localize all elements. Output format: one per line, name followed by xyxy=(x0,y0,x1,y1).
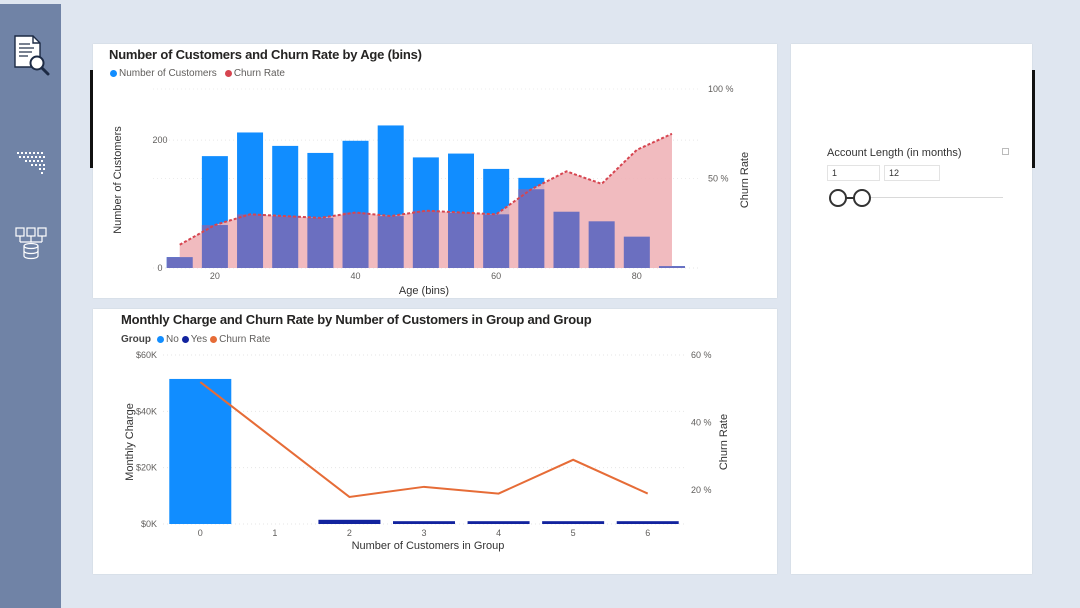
x-tick-label: 80 xyxy=(632,271,642,281)
legend-item-no[interactable]: No xyxy=(157,334,179,345)
group-yes-bar xyxy=(542,521,605,524)
x-axis-label: Number of Customers in Group xyxy=(352,540,505,552)
legend-item-churn-rate[interactable]: Churn Rate xyxy=(210,334,270,345)
overlap-bar xyxy=(448,212,475,268)
slicer-options-icon[interactable] xyxy=(1002,148,1009,155)
group-chart-title: Monthly Charge and Churn Rate by Number … xyxy=(121,312,592,327)
y2-axis-label: Churn Rate xyxy=(739,152,751,208)
overlap-bar xyxy=(377,216,404,268)
document-search-icon[interactable] xyxy=(0,32,61,76)
overlap-bar xyxy=(588,221,615,268)
y2-tick-label: 60 % xyxy=(691,350,712,360)
legend-title: Group xyxy=(121,334,151,345)
legend-item-yes[interactable]: Yes xyxy=(181,334,208,345)
slicer-card: Account Length (in months) 1 12 xyxy=(791,44,1032,574)
x-tick-label: 60 xyxy=(491,271,501,281)
age-chart-title: Number of Customers and Churn Rate by Ag… xyxy=(109,47,422,62)
group-chart-card: Monthly Charge and Churn Rate by Number … xyxy=(93,309,777,574)
overlap-bar xyxy=(553,211,580,268)
x-tick-label: 1 xyxy=(272,528,277,538)
slicer-selected-range xyxy=(845,197,855,199)
overlap-bar xyxy=(483,214,510,268)
age-chart-svg: 20 40 60 80 0 200 50 % 100 % Age (bins) Number of… xyxy=(112,84,751,297)
slicer-title: Account Length (in months) xyxy=(827,147,962,159)
y-axis-label: Number of Customers xyxy=(112,126,124,234)
overlap-bar xyxy=(166,257,193,268)
churn-rate-area xyxy=(179,133,672,268)
overlap-bar xyxy=(518,189,545,268)
slicer-min-input[interactable]: 1 xyxy=(827,165,880,181)
card-accent xyxy=(1032,70,1035,168)
y-tick-label: 0 xyxy=(157,263,162,273)
overlap-bar xyxy=(623,236,650,268)
y2-tick-label: 100 % xyxy=(708,84,734,94)
churn-rate-line xyxy=(179,132,673,246)
group-yes-bar xyxy=(467,521,530,524)
group-yes-bar xyxy=(393,521,455,524)
overlap-bar xyxy=(658,266,685,268)
y-tick-label: $40K xyxy=(136,406,157,416)
group-yes-bar xyxy=(318,519,381,524)
y2-axis-label: Churn Rate xyxy=(718,414,730,470)
overlap-bar xyxy=(237,214,264,268)
age-chart-card: Number of Customers and Churn Rate by Ag… xyxy=(93,44,777,298)
age-chart-legend: Number of Customers Churn Rate xyxy=(110,68,293,79)
map-icon[interactable] xyxy=(0,148,61,178)
legend-label: Churn Rate xyxy=(233,68,285,79)
x-tick-label: 5 xyxy=(571,528,576,538)
x-axis-label: Age (bins) xyxy=(399,285,449,297)
slicer-max-handle[interactable] xyxy=(853,189,871,207)
group-no-bar xyxy=(169,378,232,524)
y-tick-label: $20K xyxy=(136,463,157,473)
database-network-icon[interactable] xyxy=(0,226,61,262)
legend-label: No xyxy=(166,334,179,345)
churn-rate-line xyxy=(199,381,649,499)
x-tick-label: 3 xyxy=(421,528,426,538)
y-tick-label: 200 xyxy=(152,135,167,145)
x-tick-label: 40 xyxy=(351,271,361,281)
card-accent xyxy=(90,70,93,168)
y-tick-label: $60K xyxy=(136,350,157,360)
slicer-max-input[interactable]: 12 xyxy=(884,165,940,181)
x-tick-label: 20 xyxy=(210,271,220,281)
group-chart-svg: 0 1 2 3 4 5 6 $0K $20K $40K $60K 20 % 40 % 60 % Number… xyxy=(124,350,730,552)
x-tick-label: 4 xyxy=(496,528,501,538)
x-tick-label: 2 xyxy=(347,528,352,538)
slicer-track[interactable] xyxy=(837,197,1003,198)
overlap-bar xyxy=(307,217,334,268)
legend-dot xyxy=(181,336,189,343)
legend-label: Number of Customers xyxy=(119,68,217,79)
overlap-bar xyxy=(201,225,228,268)
legend-item-churn-rate[interactable]: Churn Rate xyxy=(224,68,285,79)
y2-tick-label: 40 % xyxy=(691,418,712,428)
legend-dot xyxy=(210,336,218,343)
legend-label: Churn Rate xyxy=(219,334,271,345)
legend-item-customers[interactable]: Number of Customers xyxy=(110,68,217,79)
legend-dot xyxy=(157,336,164,343)
x-tick-label: 0 xyxy=(198,528,203,538)
overlap-bar xyxy=(342,212,369,268)
overlap-bar xyxy=(272,216,299,268)
sidebar xyxy=(0,4,61,608)
y-tick-label: $0K xyxy=(141,519,157,529)
group-chart-legend: Group No Yes Churn Rate xyxy=(121,334,278,345)
overlap-bar xyxy=(412,210,439,268)
legend-label: Yes xyxy=(190,334,208,345)
legend-dot xyxy=(110,70,117,77)
y2-tick-label: 20 % xyxy=(691,485,712,495)
y2-tick-label: 50 % xyxy=(708,174,729,184)
group-yes-bar xyxy=(616,521,679,524)
x-tick-label: 6 xyxy=(645,528,650,538)
y-axis-label: Monthly Charge xyxy=(124,403,136,481)
legend-dot xyxy=(224,70,232,77)
